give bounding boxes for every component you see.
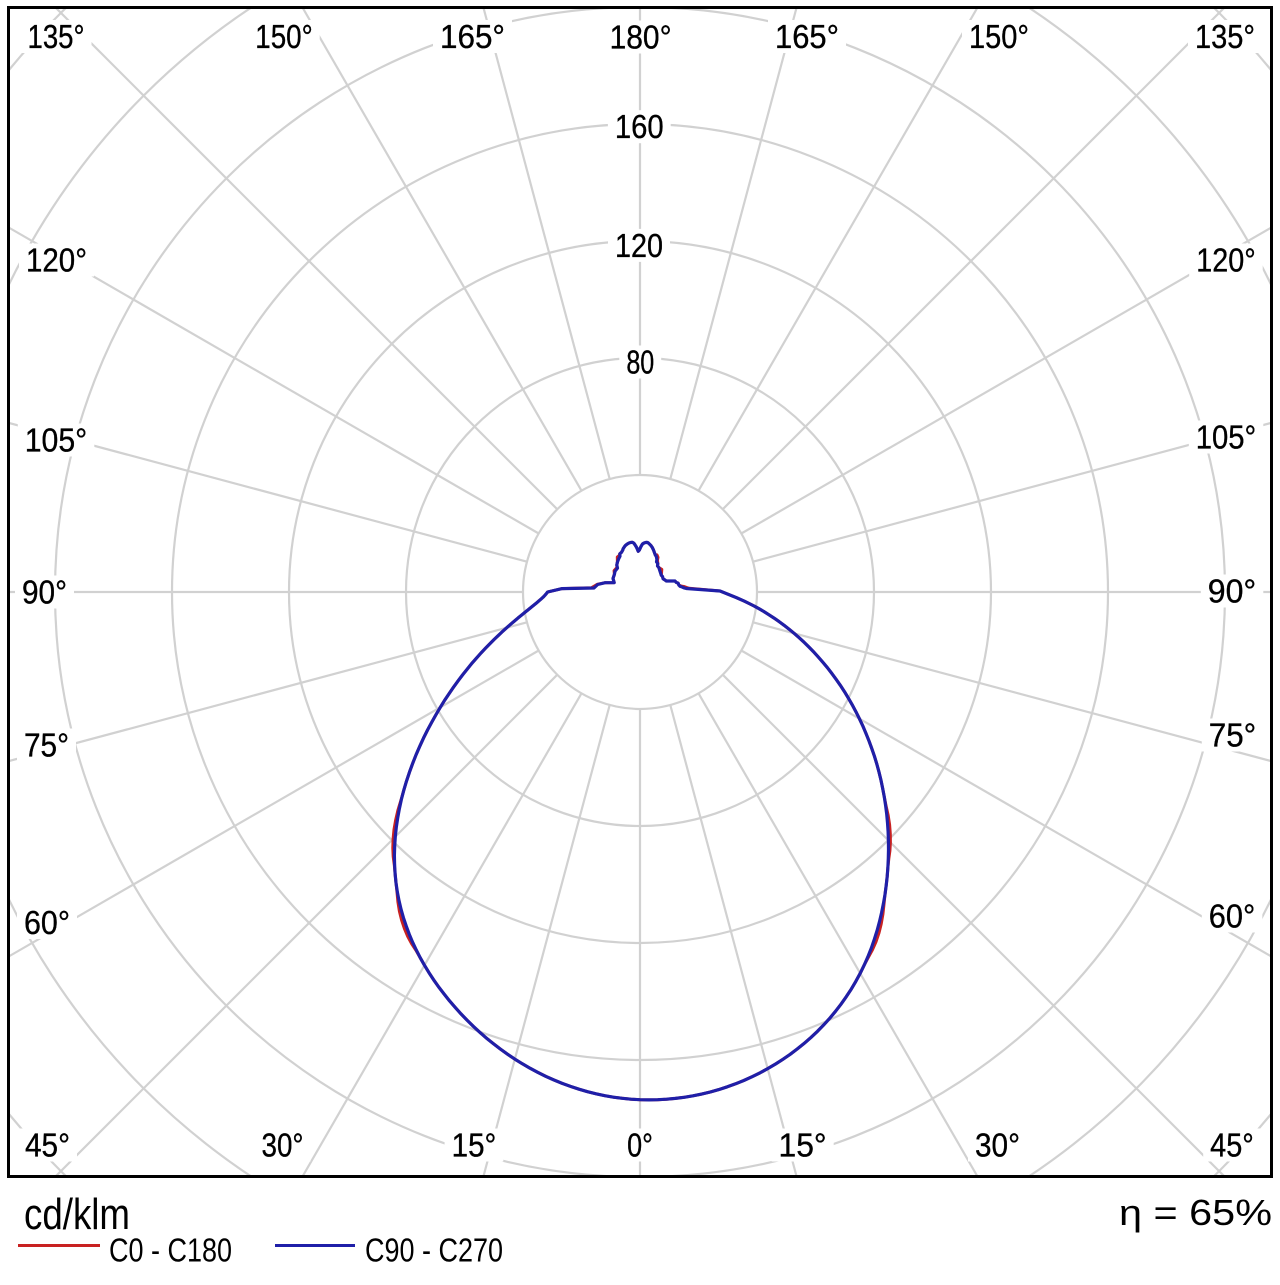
svg-text:C90 - C270: C90 - C270 [365, 1233, 503, 1270]
svg-text:80: 80 [626, 345, 654, 382]
svg-text:150°: 150° [969, 19, 1029, 56]
svg-text:C0 - C180: C0 - C180 [109, 1233, 232, 1270]
svg-text:90°: 90° [22, 575, 67, 612]
svg-text:45°: 45° [1210, 1128, 1254, 1165]
svg-text:75°: 75° [1209, 718, 1257, 755]
svg-text:η = 65%: η = 65% [1119, 1192, 1272, 1233]
svg-text:135°: 135° [28, 19, 85, 56]
svg-text:180°: 180° [610, 20, 672, 57]
svg-text:120°: 120° [26, 243, 87, 280]
svg-text:105°: 105° [1196, 420, 1257, 457]
svg-text:0°: 0° [627, 1128, 653, 1165]
svg-text:75°: 75° [24, 728, 69, 765]
svg-text:165°: 165° [775, 19, 839, 56]
svg-text:cd/klm: cd/klm [24, 1190, 130, 1239]
svg-text:105°: 105° [25, 423, 88, 460]
svg-text:165°: 165° [440, 19, 505, 56]
svg-text:30°: 30° [975, 1128, 1020, 1165]
svg-text:15°: 15° [779, 1128, 827, 1165]
svg-text:160: 160 [615, 109, 664, 146]
svg-text:60°: 60° [24, 905, 70, 942]
svg-text:150°: 150° [255, 19, 313, 56]
svg-text:120°: 120° [1196, 243, 1256, 280]
svg-text:30°: 30° [262, 1128, 304, 1165]
svg-text:60°: 60° [1209, 899, 1256, 936]
svg-text:120: 120 [615, 228, 663, 265]
svg-text:90°: 90° [1208, 574, 1257, 611]
svg-text:135°: 135° [1195, 19, 1255, 56]
svg-text:15°: 15° [452, 1128, 497, 1165]
svg-text:45°: 45° [25, 1128, 70, 1165]
